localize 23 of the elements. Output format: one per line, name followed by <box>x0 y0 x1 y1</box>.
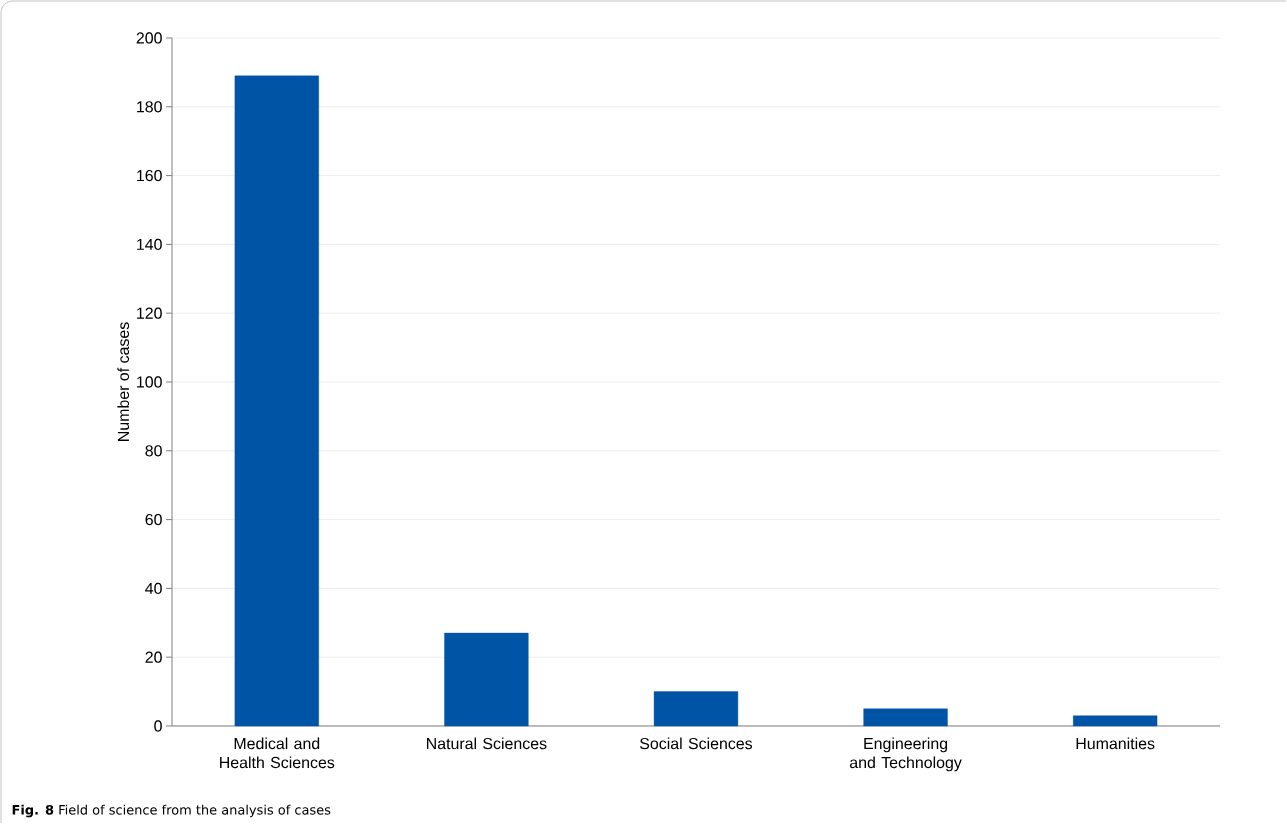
bar <box>444 632 529 727</box>
x-tick-label: Natural Sciences <box>427 737 547 750</box>
bar <box>863 708 948 727</box>
bar <box>234 75 319 727</box>
text: Fig. 8 Field of science from the analysis of cases <box>12 804 331 818</box>
y-tick-label: 200 <box>136 32 162 44</box>
bar <box>1073 715 1158 727</box>
x-tick-label: Engineering and Technology <box>849 737 962 772</box>
y-tick-label: 20 <box>145 651 162 663</box>
y-tick-label: 180 <box>137 101 162 113</box>
bar <box>653 691 739 727</box>
y-axis-title: Number of cases <box>117 322 130 441</box>
y-tick-label: 40 <box>145 582 162 595</box>
x-tick-label: Humanities <box>1076 737 1155 750</box>
y-tick-label: 160 <box>137 169 162 182</box>
y-tick-label: 140 <box>137 238 162 251</box>
y-tick-label: 120 <box>137 307 162 319</box>
x-tick-label: Social Sciences <box>639 737 753 750</box>
y-tick-label: 60 <box>145 513 162 526</box>
y-tick-label: 100 <box>137 376 162 388</box>
x-tick-label: Medical and Health Sciences <box>220 737 335 769</box>
y-tick-label: 80 <box>145 445 162 457</box>
y-tick-label: 0 <box>154 720 162 732</box>
